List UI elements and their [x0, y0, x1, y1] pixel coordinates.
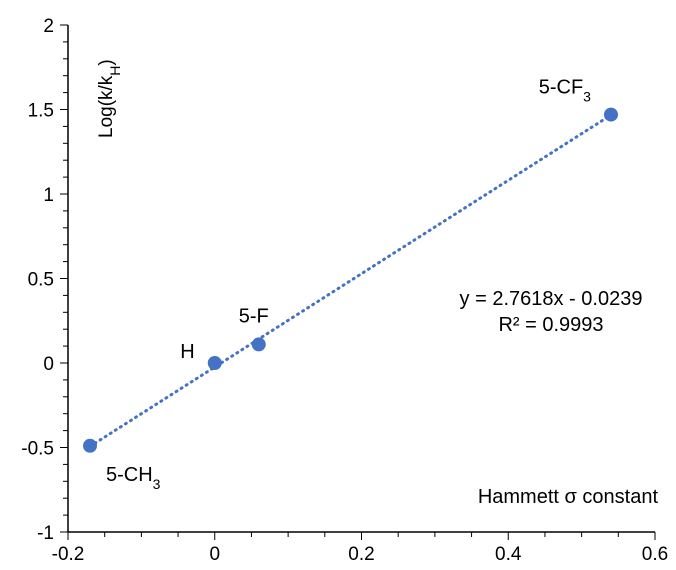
data-point — [251, 337, 266, 352]
trendline-path — [88, 113, 613, 448]
y-tick-label: 1.5 — [28, 101, 54, 122]
point-labels: 5-CH3 H 5-F 5-CF3 — [106, 77, 591, 492]
trendline — [88, 113, 613, 448]
data-points — [83, 107, 618, 453]
x-axis-title: Hammett σ constant — [478, 486, 659, 508]
point-label: 5-CF3 — [539, 77, 591, 105]
data-point — [83, 438, 98, 453]
data-point — [207, 356, 222, 370]
data-point — [603, 107, 618, 122]
x-tick-label: 0.4 — [495, 544, 522, 565]
trendline-equation: y = 2.7618x - 0.0239 — [460, 288, 643, 310]
r-squared-label: R² = 0.9993 — [498, 314, 603, 336]
y-axis-title: Log(k/kH) — [96, 59, 123, 138]
y-tick-label: 2 — [43, 16, 54, 37]
x-tick-label: 0.6 — [642, 544, 668, 565]
y-tick-label: -0.5 — [21, 439, 54, 460]
axes: -1 -0.5 0 0.5 1 1.5 2 -0.2 0 0.2 0.4 0.6 — [21, 16, 668, 565]
x-tick-label: 0.2 — [348, 544, 374, 565]
point-label: 5-CH3 — [106, 464, 161, 492]
x-tick-label: -0.2 — [52, 544, 85, 565]
y-tick-label: 0.5 — [28, 270, 54, 291]
y-tick-label: -1 — [37, 523, 54, 544]
point-label: 5-F — [239, 305, 269, 327]
y-tick-label: 1 — [43, 185, 54, 206]
y-tick-label: 0 — [43, 354, 54, 375]
point-label: H — [180, 341, 194, 363]
x-tick-label: 0 — [209, 544, 220, 565]
